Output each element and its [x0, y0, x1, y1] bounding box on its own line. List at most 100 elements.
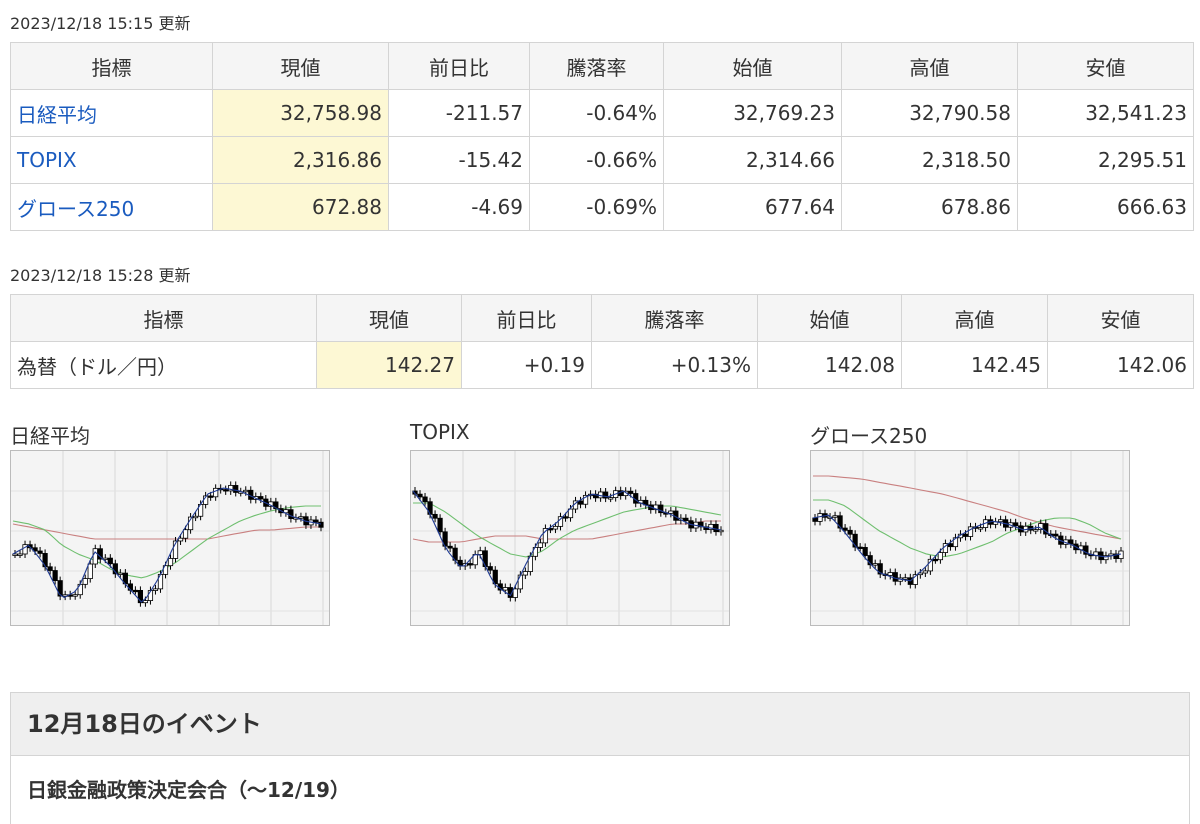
- events-heading: 12月18日のイベント: [11, 693, 1189, 756]
- change-value: -211.57: [388, 89, 530, 137]
- candle-body: [577, 500, 584, 505]
- col-header-change: 前日比: [461, 294, 592, 342]
- candle-body: [967, 526, 974, 537]
- candle-body: [522, 571, 528, 576]
- event-item: 日銀金融政策決定会合（～12/19）: [27, 778, 350, 802]
- mid-moving-average: [413, 502, 722, 558]
- fx-updated-timestamp: 2023/12/18 15:28 更新: [10, 266, 191, 285]
- candle-body: [107, 557, 113, 565]
- candle-body: [932, 558, 938, 562]
- candle-body: [42, 553, 48, 568]
- col-header-open: 始値: [757, 294, 902, 342]
- col-header-indicator: 指標: [10, 42, 213, 90]
- growth250-candlestick-chart: [811, 451, 1129, 625]
- candle-body: [82, 578, 88, 585]
- candle-body: [318, 521, 324, 528]
- candle-body: [653, 504, 659, 511]
- open-value: 32,769.23: [663, 89, 842, 137]
- candle-body: [927, 558, 933, 572]
- candle-body: [998, 519, 1004, 523]
- candle-body: [437, 517, 443, 533]
- candle-body: [432, 513, 438, 519]
- candle-body: [877, 563, 883, 575]
- high-value: 678.86: [841, 183, 1018, 231]
- growth250-chart[interactable]: [810, 450, 1130, 626]
- candle-body: [542, 528, 549, 544]
- candle-body: [892, 572, 898, 582]
- short-moving-average: [412, 490, 722, 597]
- candle-body: [837, 515, 843, 529]
- candle-body: [658, 504, 664, 514]
- nikkei-link[interactable]: 日経平均: [17, 102, 97, 127]
- candle-body: [22, 544, 28, 555]
- table-header-row: 指標 現値 前日比 騰落率 始値 高値 安値: [10, 294, 1194, 342]
- chart-title-nikkei: 日経平均: [10, 424, 90, 448]
- candle-body: [162, 565, 169, 575]
- candle-body: [213, 487, 219, 498]
- topix-chart[interactable]: [410, 450, 730, 626]
- chart-title-growth250: グロース250: [810, 424, 928, 448]
- candle-body: [582, 494, 589, 505]
- candle-body: [142, 600, 149, 604]
- candle-body: [208, 495, 214, 498]
- candle-body: [137, 589, 144, 604]
- candle-body: [313, 519, 319, 523]
- candle-body: [847, 529, 853, 535]
- rate-value: -0.64%: [529, 89, 664, 137]
- table-row: 為替（ドル／円） 142.27 +0.19 +0.13% 142.08 142.…: [10, 341, 1194, 389]
- col-header-indicator: 指標: [10, 294, 317, 342]
- candle-body: [477, 550, 483, 555]
- candle-body: [182, 529, 189, 539]
- candle-body: [567, 508, 574, 519]
- candle-body: [258, 496, 264, 500]
- open-value: 2,314.66: [663, 136, 842, 184]
- candle-body: [87, 563, 93, 579]
- candle-body: [487, 566, 493, 571]
- col-header-rate: 騰落率: [591, 294, 758, 342]
- candle-body: [537, 542, 544, 548]
- candle-body: [1043, 523, 1049, 535]
- fx-name: 為替（ドル／円）: [10, 341, 317, 389]
- candle-body: [57, 580, 63, 597]
- candle-body: [422, 496, 428, 503]
- candle-body: [298, 516, 304, 519]
- current-value: 142.27: [316, 341, 462, 389]
- high-value: 32,790.58: [841, 89, 1018, 137]
- current-value: 2,316.86: [212, 136, 389, 184]
- candle-body: [812, 517, 818, 522]
- open-value: 677.64: [663, 183, 842, 231]
- candle-body: [72, 594, 78, 597]
- low-value: 32,541.23: [1017, 89, 1194, 137]
- col-header-low: 安値: [1047, 294, 1194, 342]
- candle-body: [842, 527, 848, 531]
- candle-body: [92, 548, 98, 565]
- col-header-open: 始値: [663, 42, 842, 90]
- nikkei-candlestick-chart: [11, 451, 329, 625]
- topix-link[interactable]: TOPIX: [17, 148, 77, 172]
- short-moving-average: [12, 487, 322, 603]
- low-value: 666.63: [1017, 183, 1194, 231]
- candle-body: [623, 490, 629, 497]
- long-moving-average: [12, 523, 321, 540]
- candle-body: [977, 527, 984, 530]
- candle-body: [592, 493, 599, 499]
- growth250-link[interactable]: グロース250: [17, 196, 135, 221]
- candle-body: [512, 588, 518, 598]
- candle-body: [603, 491, 609, 499]
- candle-body: [872, 563, 878, 566]
- candle-body: [552, 525, 559, 530]
- short-moving-average: [812, 514, 1122, 582]
- candle-body: [47, 566, 53, 571]
- candle-body: [912, 574, 918, 585]
- candle-body: [887, 572, 893, 576]
- grid: [11, 451, 329, 625]
- candle-body: [243, 489, 249, 493]
- candle-body: [97, 548, 103, 560]
- candle-body: [857, 546, 863, 549]
- topix-candlestick-chart: [411, 451, 729, 625]
- candle-body: [947, 543, 954, 548]
- candle-body: [517, 574, 523, 590]
- candle-body: [447, 545, 453, 549]
- nikkei-chart[interactable]: [10, 450, 330, 626]
- candle-body: [1103, 555, 1109, 561]
